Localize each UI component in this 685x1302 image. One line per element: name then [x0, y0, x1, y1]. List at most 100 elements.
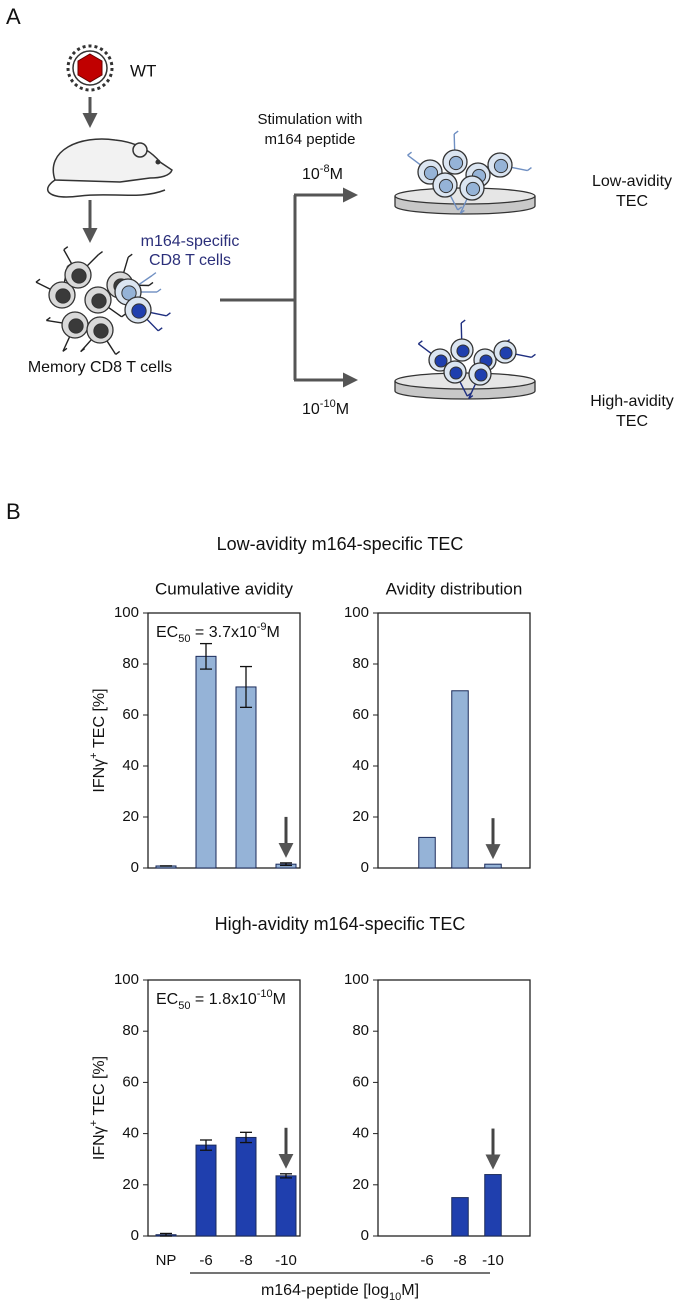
- bar: [235, 1136, 257, 1237]
- x-tick-label: -6: [199, 1252, 212, 1269]
- x-tick-label: -10: [275, 1252, 297, 1269]
- y-tick-label: 20: [352, 1176, 369, 1193]
- group-title: Low-avidity m164-specific TEC: [217, 534, 464, 554]
- cell-cluster: [35, 246, 171, 355]
- nucleus: [465, 181, 481, 197]
- chart-title: Avidity distribution: [386, 579, 523, 598]
- y-axis-label: IFNγ+ TEC [%]: [88, 1056, 108, 1160]
- receptor: [157, 327, 163, 332]
- annotation-part: EC: [156, 624, 178, 641]
- receptor: [407, 151, 412, 156]
- receptor: [457, 206, 463, 211]
- receptor: [115, 350, 121, 355]
- cell-label: Memory CD8 T cells: [28, 359, 172, 376]
- error-bar: [240, 665, 252, 708]
- y-axis-label-part: +: [88, 1120, 100, 1126]
- nucleus: [493, 158, 509, 174]
- annotation-part: -9: [257, 621, 267, 633]
- bar: [451, 690, 469, 869]
- y-tick-label: 0: [131, 1227, 139, 1244]
- annotation-part: = 3.7x10: [190, 624, 256, 641]
- error-bar: [280, 1173, 292, 1179]
- annotation-part: = 1.8x10: [190, 991, 256, 1008]
- nucleus: [71, 268, 87, 284]
- annotation-part: EC: [156, 991, 178, 1008]
- bar: [275, 1175, 297, 1237]
- dose-label: 10-8M: [302, 163, 343, 183]
- y-tick-label: 80: [122, 1022, 139, 1039]
- receptor: [459, 198, 468, 214]
- receptor: [98, 250, 103, 256]
- y-tick-label: 20: [352, 808, 369, 825]
- annotation-part: -10: [257, 988, 273, 1000]
- nucleus: [474, 368, 488, 382]
- bar: [195, 1144, 217, 1237]
- receptor: [156, 288, 162, 293]
- nucleus: [131, 303, 147, 319]
- branch-arrows: [220, 187, 358, 388]
- annotation-part: 50: [178, 1000, 190, 1012]
- receptor: [407, 154, 421, 166]
- y-tick-label: 80: [352, 655, 369, 672]
- stimulation-label: Stimulation with: [257, 111, 362, 128]
- plot-frame: [147, 979, 301, 1237]
- stimulation-label: m164 peptide: [265, 131, 356, 148]
- annotation: EC50 = 3.7x10-9M: [156, 621, 280, 645]
- y-tick-label: 80: [352, 1022, 369, 1039]
- receptor: [166, 312, 171, 317]
- virus-icon: [66, 44, 114, 92]
- cell-cluster: [407, 130, 536, 400]
- result-label: Low-avidity: [592, 173, 672, 190]
- receptor: [151, 272, 157, 277]
- cell-label: m164-specific: [141, 233, 240, 250]
- receptor: [108, 306, 123, 318]
- y-tick-label: 60: [122, 1073, 139, 1090]
- panel-label: A: [6, 4, 21, 29]
- receptor: [45, 316, 51, 321]
- error-bar: [200, 1139, 212, 1151]
- receptor: [123, 256, 129, 273]
- x-tick-label: -10: [482, 1252, 504, 1269]
- result-label: TEC: [616, 413, 648, 430]
- y-tick-label: 0: [131, 859, 139, 876]
- y-tick-label: 60: [352, 1073, 369, 1090]
- y-tick-label: 40: [122, 757, 139, 774]
- receptor: [148, 281, 154, 287]
- annotation-part: M: [273, 991, 286, 1008]
- error-bar: [160, 1232, 172, 1237]
- receptor: [511, 166, 528, 172]
- virus-label: WT: [130, 61, 156, 80]
- bar: [484, 1174, 502, 1237]
- receptor: [460, 319, 466, 324]
- receptor: [63, 246, 69, 251]
- y-axis-label-part: TEC [%]: [91, 688, 108, 752]
- nucleus: [499, 346, 513, 360]
- chart-title: Cumulative avidity: [155, 579, 293, 598]
- receptor: [459, 209, 465, 215]
- y-tick-label: 40: [352, 757, 369, 774]
- error-bar: [280, 862, 292, 867]
- receptor: [127, 253, 133, 258]
- receptor: [459, 381, 468, 397]
- error-bar: [200, 642, 212, 670]
- y-tick-label: 100: [114, 604, 139, 621]
- receptor: [468, 383, 477, 399]
- x-tick-label: -8: [239, 1252, 252, 1269]
- receptor: [121, 313, 127, 318]
- y-tick-label: 40: [122, 1125, 139, 1142]
- y-axis-label-part: +: [88, 752, 100, 758]
- y-axis-label-part: TEC [%]: [91, 1056, 108, 1120]
- mouse-icon: [47, 138, 173, 198]
- receptor: [453, 130, 459, 135]
- receptor: [150, 311, 167, 317]
- result-label: High-avidity: [590, 393, 674, 410]
- y-tick-label: 0: [361, 859, 369, 876]
- nucleus: [423, 165, 439, 181]
- x-tick-label: -8: [453, 1252, 466, 1269]
- y-tick-label: 60: [352, 706, 369, 723]
- bar: [195, 655, 217, 869]
- panel-label: B: [6, 499, 21, 524]
- receptor: [138, 275, 153, 286]
- x-tick-label: NP: [156, 1252, 177, 1269]
